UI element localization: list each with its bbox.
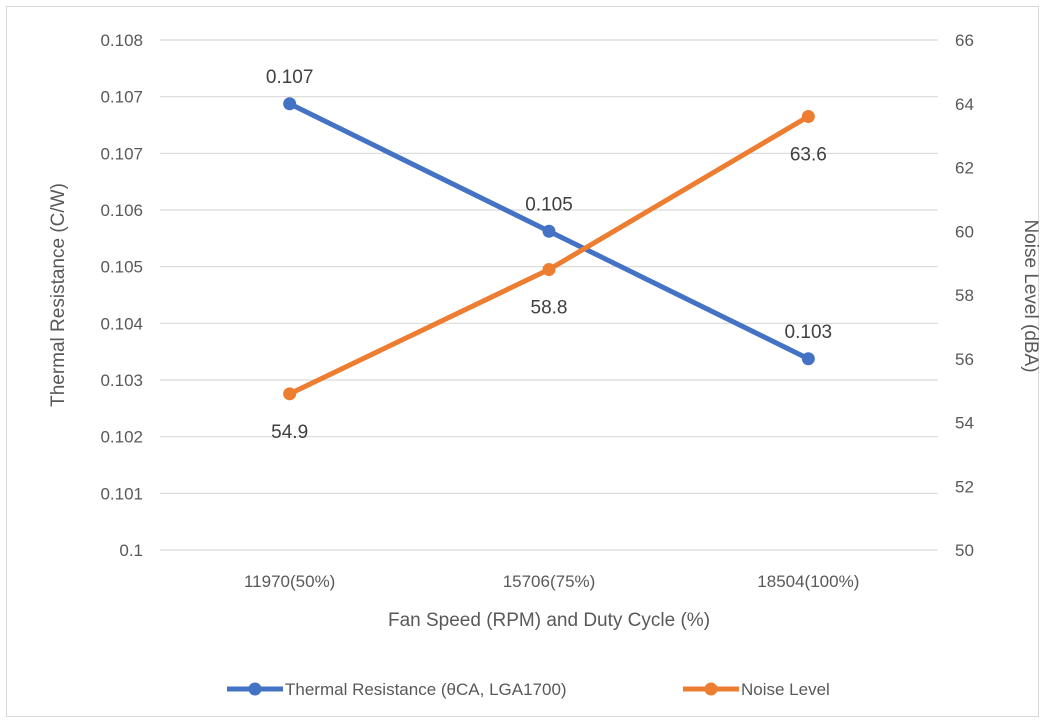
x-axis-ticks: 11970(50%) 15706(75%) 18504(100%) <box>244 572 859 591</box>
left-axis-tick-label: 0.103 <box>100 371 143 390</box>
right-axis-ticks: 50 52 54 56 58 60 62 64 66 <box>955 31 974 560</box>
series-line <box>287 114 811 397</box>
data-point <box>283 97 297 111</box>
data-point <box>542 263 556 276</box>
left-axis-tick-label: 0.1 <box>119 541 143 560</box>
right-axis-tick-label: 60 <box>955 222 974 241</box>
right-axis-tick-label: 56 <box>955 350 974 369</box>
gridlines <box>160 39 938 551</box>
chart-area <box>6 6 1039 717</box>
legend-label: Noise Level <box>741 680 830 699</box>
legend-marker <box>248 682 262 696</box>
data-label: 54.9 <box>271 422 308 443</box>
series-lines <box>283 97 815 401</box>
left-axis-ticks: 0.1 0.101 0.102 0.103 0.104 0.105 0.106 0.107 0.… <box>100 31 143 560</box>
x-axis-tick-label: 11970(50%) <box>244 572 335 591</box>
right-axis-tick-label: 62 <box>955 159 974 178</box>
left-axis-tick-label: 0.101 <box>100 484 143 503</box>
data-point <box>801 352 815 366</box>
data-label: 0.107 <box>266 67 314 88</box>
legend-label: Thermal Resistance (θCA, LGA1700) <box>285 680 567 699</box>
data-label: 58.8 <box>531 298 568 319</box>
right-axis-tick-label: 52 <box>955 477 974 496</box>
right-axis-tick-label: 54 <box>955 414 974 433</box>
left-axis-tick-label: 0.106 <box>100 201 143 220</box>
data-point <box>801 110 815 123</box>
data-label: 0.103 <box>785 322 833 343</box>
right-axis-tick-label: 66 <box>955 31 974 50</box>
left-axis-tick-label: 0.107 <box>100 88 143 107</box>
right-axis-tick-label: 50 <box>955 541 974 560</box>
data-point <box>542 224 556 238</box>
left-axis-tick-label: 0.102 <box>100 428 143 447</box>
x-axis-title: Fan Speed (RPM) and Duty Cycle (%) <box>388 610 710 631</box>
right-axis-tick-label: 58 <box>955 286 974 305</box>
left-axis-tick-label: 0.105 <box>100 258 143 277</box>
legend: Thermal Resistance (θCA, LGA1700) Noise L… <box>227 680 830 699</box>
data-point <box>283 387 297 401</box>
data-label: 63.6 <box>790 145 827 166</box>
x-axis-tick-label: 18504(100%) <box>757 572 859 591</box>
y-axis-title: Thermal Resistance (C/W) <box>48 183 69 407</box>
y2-axis-title: Noise Level (dBA) <box>1020 219 1041 372</box>
legend-marker <box>704 682 718 696</box>
left-axis-tick-label: 0.107 <box>100 144 143 163</box>
data-label: 0.105 <box>525 194 573 215</box>
x-axis-tick-label: 15706(75%) <box>503 572 596 591</box>
data-labels: 0.107 0.105 0.103 54.9 58.8 63.6 <box>266 67 832 443</box>
left-axis-tick-label: 0.108 <box>100 31 143 50</box>
left-axis-tick-label: 0.104 <box>100 314 143 333</box>
right-axis-tick-label: 64 <box>955 95 974 114</box>
